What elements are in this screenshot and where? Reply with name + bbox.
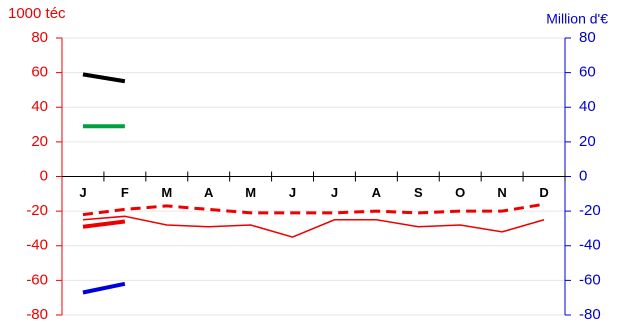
x-tick-label: S xyxy=(414,185,423,200)
y2-tick-label: 40 xyxy=(579,98,596,115)
y2-tick-label: -40 xyxy=(579,237,601,254)
y-tick-label: -20 xyxy=(26,202,48,219)
y2-tick-label: -20 xyxy=(579,202,601,219)
series-line xyxy=(82,219,126,229)
x-tick-label: A xyxy=(372,185,382,200)
x-tick-label: M xyxy=(245,185,256,200)
y2-tick-label: 0 xyxy=(579,167,587,184)
y2-tick-label: 60 xyxy=(579,64,596,81)
y-tick-label: 20 xyxy=(31,133,48,150)
y-axis-label: 1000 téc xyxy=(8,5,66,22)
y-tick-label: 0 xyxy=(40,167,48,184)
series-line xyxy=(82,202,545,217)
series-line xyxy=(82,215,545,238)
y2-tick-label: -60 xyxy=(579,271,601,288)
x-tick-label: F xyxy=(121,185,129,200)
series-line xyxy=(82,281,126,295)
series-line xyxy=(82,72,126,84)
x-tick-label: D xyxy=(539,185,548,200)
y2-tick-label: 20 xyxy=(579,133,596,150)
y2-tick-label: 80 xyxy=(579,29,596,46)
y-tick-label: -80 xyxy=(26,306,48,323)
x-tick-label: O xyxy=(455,185,465,200)
y2-tick-label: -80 xyxy=(579,306,601,323)
y-tick-label: 60 xyxy=(31,64,48,81)
x-tick-label: N xyxy=(497,185,506,200)
y-tick-label: 80 xyxy=(31,29,48,46)
x-tick-label: M xyxy=(161,185,172,200)
x-tick-label: J xyxy=(79,185,86,200)
y-tick-label: 40 xyxy=(31,98,48,115)
x-tick-label: J xyxy=(331,185,338,200)
x-tick-label: J xyxy=(289,185,296,200)
x-tick-label: A xyxy=(204,185,214,200)
y-tick-label: -60 xyxy=(26,271,48,288)
y2-axis-label: Million d'€ xyxy=(546,11,608,27)
y-tick-label: -40 xyxy=(26,237,48,254)
